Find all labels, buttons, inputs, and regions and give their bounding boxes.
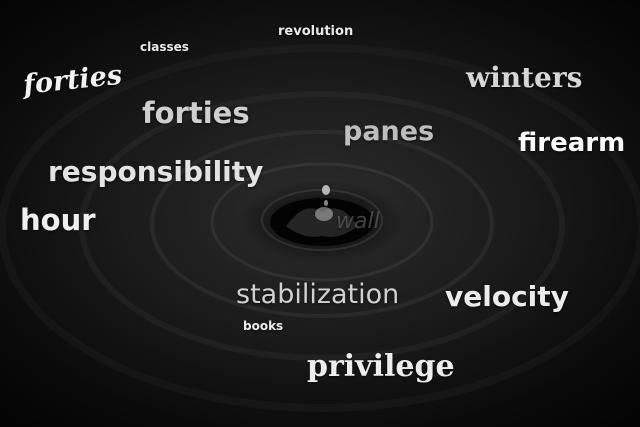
word-privilege: privilege xyxy=(307,349,455,384)
word-firearm: firearm xyxy=(518,128,626,158)
word-books: books xyxy=(243,319,284,333)
word-wall: wall xyxy=(336,209,380,234)
word-winters: winters xyxy=(466,61,583,94)
word-stabilization: stabilization xyxy=(236,279,400,310)
word-classes: classes xyxy=(140,40,189,54)
word-forties: forties xyxy=(142,96,250,130)
word-panes: panes xyxy=(343,116,435,147)
word-revolution: revolution xyxy=(278,24,354,39)
word-responsibility: responsibility xyxy=(48,155,264,188)
word-hour: hour xyxy=(20,203,96,237)
word-velocity: velocity xyxy=(445,280,569,313)
